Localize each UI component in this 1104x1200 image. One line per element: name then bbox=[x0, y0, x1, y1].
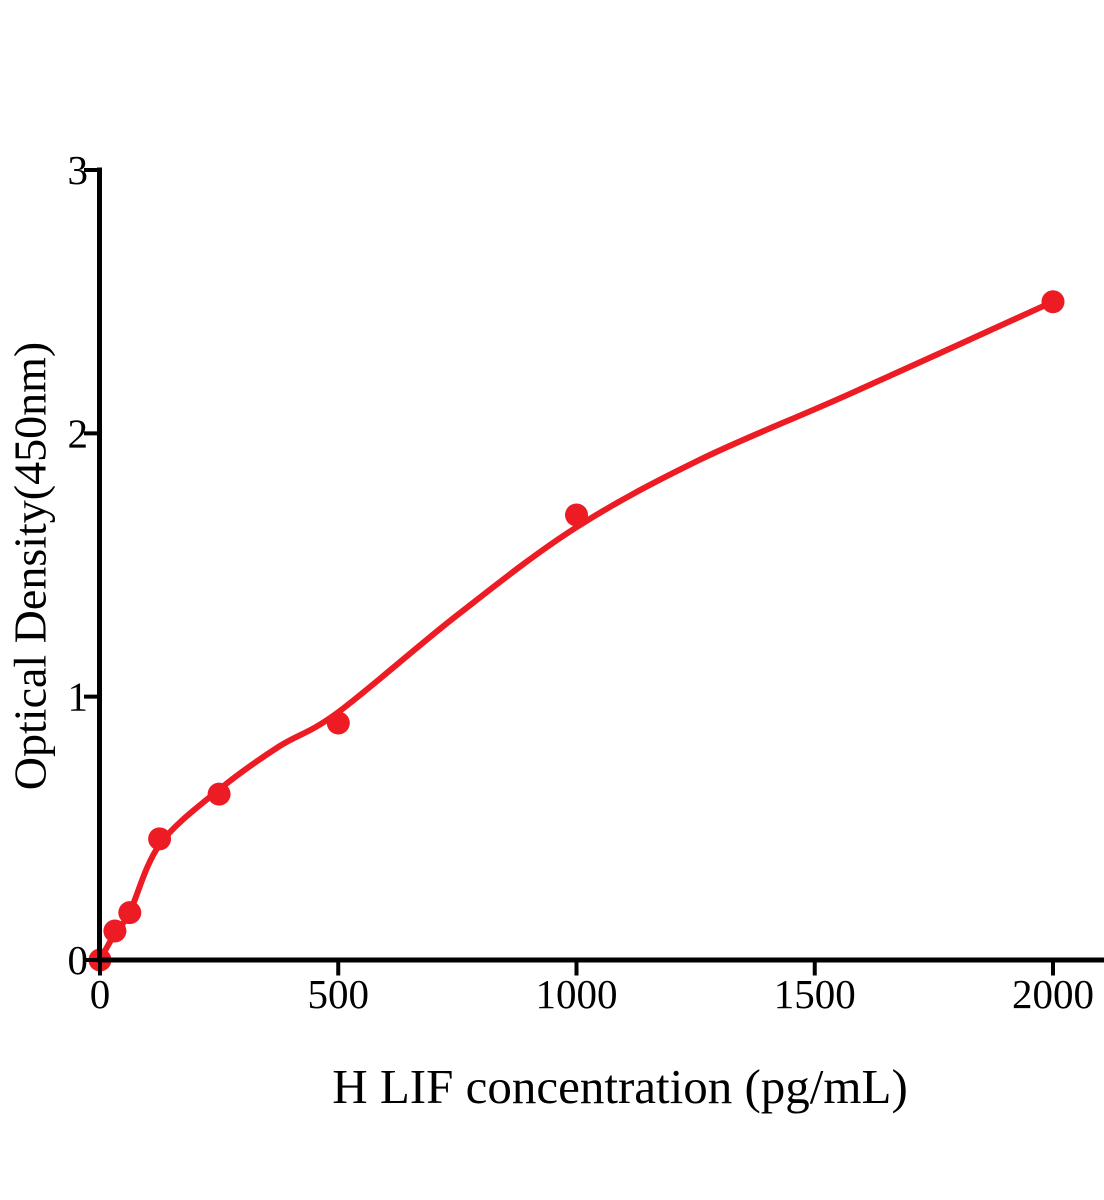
x-axis-title: H LIF concentration (pg/mL) bbox=[332, 1059, 908, 1114]
fit-curve bbox=[97, 298, 1056, 963]
data-point bbox=[118, 901, 142, 925]
x-tick-label: 0 bbox=[90, 971, 111, 1017]
x-tick-label: 1000 bbox=[536, 971, 618, 1017]
y-axis-title: Optical Density(450nm) bbox=[4, 341, 56, 791]
y-tick-label: 0 bbox=[68, 937, 89, 983]
data-point bbox=[207, 782, 231, 806]
data-point bbox=[103, 919, 127, 943]
x-tick-label: 500 bbox=[308, 971, 370, 1017]
y-tick-label: 3 bbox=[68, 147, 89, 193]
data-point bbox=[326, 711, 350, 735]
x-tick-label: 2000 bbox=[1012, 971, 1094, 1017]
data-point bbox=[148, 827, 172, 851]
data-point bbox=[565, 503, 588, 527]
data-point bbox=[1041, 290, 1065, 314]
y-tick-label: 1 bbox=[68, 674, 89, 720]
x-tick-label: 1500 bbox=[774, 971, 856, 1017]
y-tick-label: 2 bbox=[68, 410, 89, 456]
